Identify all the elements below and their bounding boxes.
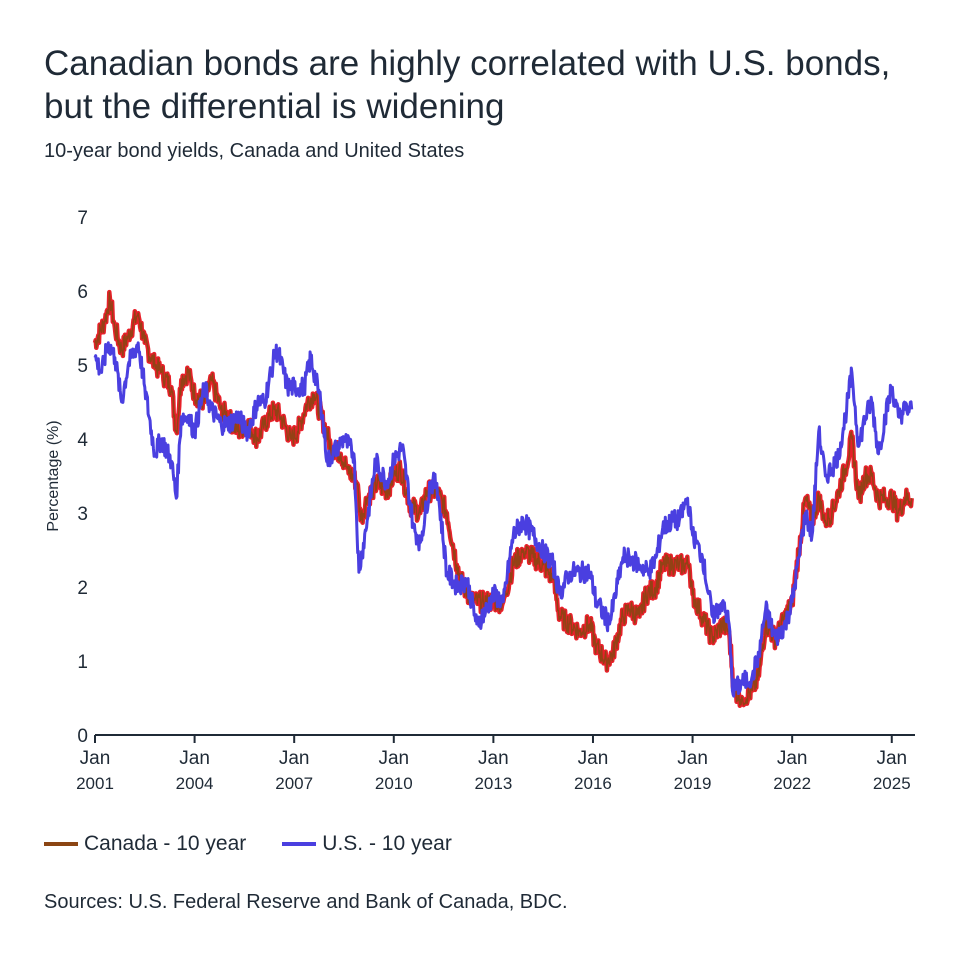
legend-label-canada: Canada - 10 year [84,832,247,855]
source-note: Sources: U.S. Federal Reserve and Bank o… [44,891,568,913]
y-tick-label: 3 [77,504,88,525]
legend: Canada - 10 year U.S. - 10 year [44,832,488,856]
x-tick-label-year: 2001 [76,774,114,793]
x-tick-label-year: 2022 [773,774,811,793]
y-tick-label: 4 [77,430,88,451]
x-tick-label-month: Jan [677,748,708,769]
x-tick-label-month: Jan [777,748,808,769]
y-tick-label: 2 [77,578,88,599]
x-tick-label-month: Jan [80,748,111,769]
x-tick-label-year: 2013 [474,774,512,793]
y-axis-label: Percentage (%) [45,420,62,531]
x-tick-label-month: Jan [179,748,210,769]
x-axis: Jan 2001 Jan 2004 Jan 2007 Jan 2010 Jan 2013 Jan 20… [76,734,915,793]
x-tick-label-year: 2019 [674,774,712,793]
series-line-us [93,341,914,698]
x-tick-label-month: Jan [578,748,609,769]
y-tick-label: 1 [77,652,88,673]
x-tick-label-month: Jan [478,748,509,769]
legend-swatch-canada [44,842,78,846]
y-tick-label: 6 [77,282,88,303]
legend-item-canada: Canada - 10 year [44,832,246,856]
x-tick-label-year: 2016 [574,774,612,793]
title-line-1: Canadian bonds are highly correlated wit… [44,44,891,83]
chart-title: Canadian bonds are highly correlated wit… [44,42,924,128]
series-line-canada-highlight [92,289,914,708]
legend-swatch-us [282,842,317,846]
title-line-2: but the differential is widening [44,87,505,126]
x-tick-label-year: 2010 [375,774,413,793]
y-tick-label: 5 [77,356,88,377]
y-tick-label: 0 [77,726,88,747]
series-layer [92,289,914,708]
y-axis: 0 1 2 3 4 5 6 7 [77,208,88,747]
x-tick-label-year: 2025 [873,774,911,793]
x-tick-label-year: 2004 [176,774,214,793]
x-tick-label-year: 2007 [275,774,313,793]
x-tick-label-month: Jan [876,748,907,769]
legend-label-us: U.S. - 10 year [322,832,452,855]
x-tick-label-month: Jan [279,748,310,769]
series-line-canada [94,291,913,707]
x-tick-label-month: Jan [378,748,409,769]
y-tick-label: 7 [77,208,88,229]
legend-item-us: U.S. - 10 year [282,832,452,856]
chart-subtitle: 10-year bond yields, Canada and United S… [44,140,465,162]
